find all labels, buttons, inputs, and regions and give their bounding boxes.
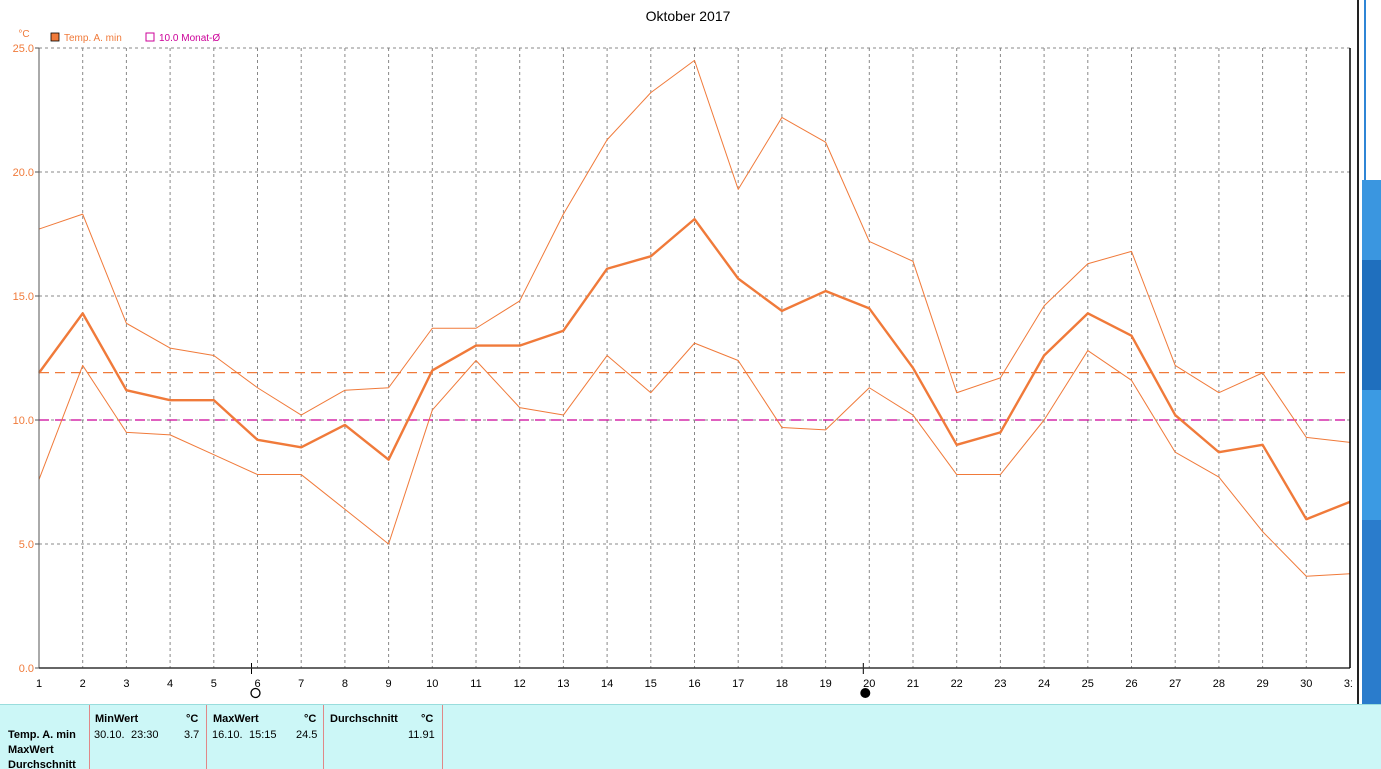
- series-line-upper: [38, 59, 1351, 443]
- stats-max-time: 15:15: [249, 729, 277, 741]
- x-tick-label: 17: [732, 678, 744, 690]
- legend-swatch-min: [50, 32, 60, 42]
- x-tick-label: 26: [1125, 678, 1137, 690]
- x-tick-label: 11: [470, 678, 481, 690]
- legend-label-avg: 10.0 Monat-Ø: [159, 33, 220, 44]
- x-tick-label: 5: [211, 678, 217, 690]
- chart-title: Oktober 2017: [646, 8, 731, 24]
- stats-min-value: 3.7: [184, 729, 200, 741]
- stats-min-time: 23:30: [131, 729, 159, 741]
- y-tick-label: 0.0: [19, 663, 34, 675]
- stats-avg-value: 11.91: [408, 729, 435, 741]
- x-tick-label: 9: [386, 678, 392, 690]
- stats-avg-unit: °C: [421, 713, 434, 725]
- y-tick-label: 25.0: [13, 43, 34, 55]
- y-unit-label: °C: [18, 29, 29, 40]
- stats-col-min: MinWert °C 30.10. 23:30 3.7: [89, 705, 206, 769]
- side-panel-edge: [1352, 0, 1381, 704]
- legend-swatch-avg: [145, 32, 155, 42]
- y-tick-label: 10.0: [13, 415, 34, 427]
- stats-avg-header: Durchschnitt: [330, 713, 398, 725]
- series-line-mean: [38, 217, 1351, 521]
- x-tick-label: 12: [514, 678, 526, 690]
- stats-panel: Temp. A. min MaxWert Durchschnitt MinWer…: [0, 704, 1381, 769]
- x-tick-label: 3: [123, 678, 129, 690]
- stats-max-unit: °C: [304, 713, 317, 725]
- x-tick-label: 4: [167, 678, 173, 690]
- full-moon-icon: [250, 687, 261, 699]
- new-moon-icon: [860, 688, 871, 698]
- x-tick-label: 14: [601, 678, 613, 690]
- x-tick-label: 16: [688, 678, 700, 690]
- chart: Oktober 2017 °C Temp. A. min 10.0 Monat-…: [13, 8, 1356, 699]
- series-line-lower: [38, 342, 1351, 577]
- x-tick-label: 24: [1038, 678, 1050, 690]
- stats-min-date: 30.10.: [94, 729, 125, 741]
- stats-min-header: MinWert: [95, 713, 139, 725]
- stats-row-label-avg: Durchschnitt: [8, 759, 76, 769]
- y-tick-label: 20.0: [13, 167, 34, 179]
- x-tick-label: 10: [426, 678, 438, 690]
- x-tick-label: 19: [819, 678, 831, 690]
- x-tick-label: 7: [298, 678, 304, 690]
- x-tick-label: 28: [1213, 678, 1225, 690]
- x-tick-label: 2: [80, 678, 86, 690]
- x-tick-label: 22: [951, 678, 963, 690]
- stats-max-header: MaxWert: [213, 713, 259, 725]
- stats-col-avg: Durchschnitt °C 11.91: [323, 705, 443, 769]
- x-tick-label: 18: [776, 678, 788, 690]
- x-tick-label: 13: [557, 678, 569, 690]
- stats-max-value: 24.5: [296, 729, 318, 741]
- x-tick-label: 8: [342, 678, 348, 690]
- stats-row-label-temp: Temp. A. min: [8, 729, 76, 741]
- stats-max-date: 16.10.: [212, 729, 243, 741]
- x-tick-label: 1: [36, 678, 42, 690]
- legend-label-min: Temp. A. min: [64, 33, 122, 44]
- x-tick-label: 29: [1256, 678, 1268, 690]
- y-tick-label: 15.0: [13, 291, 34, 303]
- x-tick-label: 30: [1300, 678, 1312, 690]
- x-tick-label: 20: [863, 678, 875, 690]
- x-tick-label: 23: [994, 678, 1006, 690]
- x-tick-label: 25: [1082, 678, 1094, 690]
- stats-min-unit: °C: [186, 713, 199, 725]
- x-tick-label: 6: [254, 678, 260, 690]
- stats-row-label-max: MaxWert: [8, 744, 54, 756]
- y-tick-label: 5.0: [19, 539, 34, 551]
- x-tick-label: 21: [907, 678, 919, 690]
- x-tick-label: 15: [645, 678, 657, 690]
- stats-col-max: MaxWert °C 16.10. 15:15 24.5: [206, 705, 323, 769]
- x-tick-label: 27: [1169, 678, 1181, 690]
